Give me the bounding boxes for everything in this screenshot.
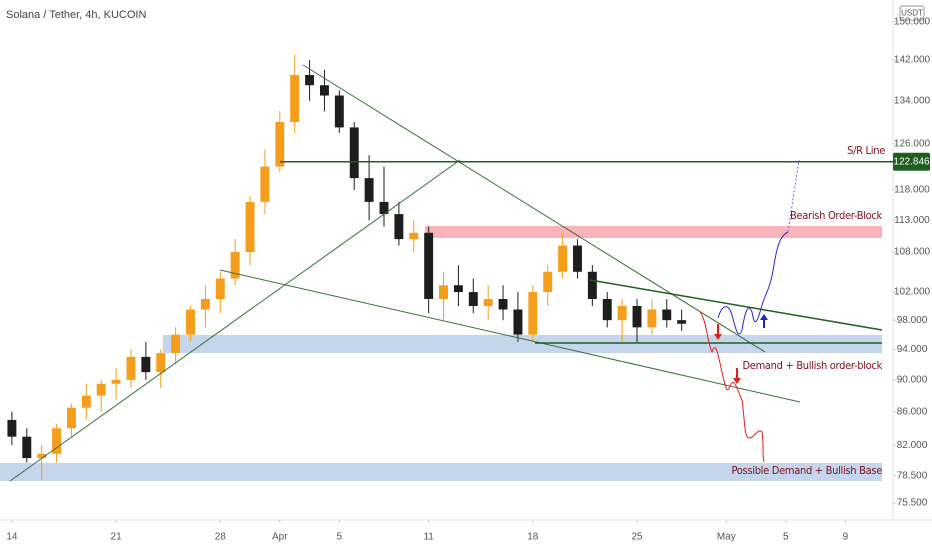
- candle-body: [290, 75, 300, 122]
- candle-body: [379, 201, 389, 215]
- candle-body: [483, 299, 493, 306]
- candle-body: [171, 334, 181, 354]
- x-tick-label: 18: [527, 532, 539, 543]
- y-tick-label: 113.000: [894, 215, 930, 226]
- price-tag: [893, 152, 930, 171]
- x-tick-label: Apr: [272, 532, 288, 543]
- x-tick-label: 9: [843, 532, 849, 543]
- annotation: Possible Demand + Bullish Base: [732, 464, 883, 477]
- candle-body: [558, 245, 568, 272]
- candle-body: [7, 419, 17, 437]
- annotation: Demand + Bullish order-block: [742, 359, 882, 372]
- candle-body: [126, 356, 136, 380]
- bullish-path: [717, 231, 789, 335]
- annotation: S/R Line: [847, 144, 885, 157]
- arrows: [714, 314, 768, 384]
- y-tick-label: 78.500: [897, 470, 928, 481]
- y-tick-label: 142.000: [894, 55, 931, 66]
- y-tick-label: 118.000: [894, 185, 930, 196]
- y-tick-label: 108.000: [894, 247, 931, 258]
- y-tick-label: 126.000: [894, 139, 931, 150]
- bullish-extension: [787, 159, 800, 233]
- trendline: [302, 64, 766, 353]
- y-tick-label: 134.000: [894, 95, 931, 106]
- candle-body: [513, 309, 523, 335]
- x-tick-label: May: [717, 532, 736, 543]
- trendline: [219, 269, 801, 403]
- candle-body: [215, 278, 225, 300]
- candle-body: [498, 299, 508, 310]
- x-tick-label: 14: [6, 532, 18, 543]
- x-tick-label: 5: [337, 532, 343, 543]
- candle-body: [275, 121, 285, 167]
- chart-title: Solana / Tether, 4h, KUCOIN: [6, 9, 146, 21]
- candle-body: [230, 252, 240, 279]
- candle-body: [37, 453, 47, 459]
- candle-body: [186, 309, 195, 335]
- bearish-path: [699, 311, 765, 463]
- candle-body: [632, 305, 642, 328]
- x-tick-label: 28: [215, 532, 227, 543]
- candle-body: [81, 395, 91, 408]
- trendlines: [9, 64, 883, 482]
- currency-box: [899, 5, 925, 21]
- candle-body: [66, 407, 76, 429]
- trendline: [589, 279, 883, 331]
- candle-body: [647, 309, 657, 328]
- candle-body: [111, 379, 121, 384]
- candle-body: [543, 271, 553, 293]
- candles: [7, 55, 687, 481]
- y-tick-label: 94.000: [897, 344, 928, 355]
- demand-zone: [163, 335, 882, 353]
- candle-body: [349, 127, 359, 179]
- candle-body: [453, 285, 463, 293]
- candle-body: [424, 232, 434, 300]
- y-tick-label: 75.500: [897, 498, 928, 509]
- x-tick-label: 11: [423, 532, 434, 543]
- candle-body: [617, 305, 627, 321]
- annotation: Bearish Order-Block: [790, 209, 883, 222]
- y-tick-label: 86.000: [897, 406, 928, 417]
- candle-body: [96, 383, 106, 396]
- y-tick-label: 150.000: [894, 16, 931, 27]
- candle-body: [528, 292, 538, 335]
- currency: USDT: [901, 9, 923, 18]
- candle-body: [602, 299, 612, 321]
- x-tick-label: 25: [631, 532, 643, 543]
- arrow-head: [760, 314, 768, 320]
- candle-body: [319, 85, 329, 96]
- candle-body: [364, 178, 374, 202]
- trendline: [9, 159, 461, 482]
- candle-body: [52, 428, 62, 454]
- candle-body: [439, 285, 448, 300]
- candle-body: [305, 75, 315, 86]
- candle-body: [394, 214, 404, 240]
- candle-body: [662, 309, 672, 321]
- base-zone: [0, 463, 882, 481]
- candle-body: [260, 166, 270, 202]
- arrow-head: [714, 334, 722, 340]
- candle-body: [573, 245, 582, 272]
- bearish-zone: [425, 226, 882, 238]
- candle-body: [587, 271, 597, 300]
- candle-body: [334, 95, 344, 128]
- x-tick-label: 5: [783, 532, 789, 543]
- candle-body: [141, 356, 151, 373]
- x-tick-label: 21: [111, 532, 123, 543]
- y-tick-label: 82.000: [897, 440, 928, 451]
- y-tick-label: 102.000: [894, 287, 931, 298]
- y-tick-label: 98.000: [897, 315, 928, 326]
- y-tick-label: 90.000: [897, 375, 928, 386]
- candle-body: [468, 292, 478, 306]
- candle-body: [22, 436, 32, 459]
- candle-body: [409, 232, 419, 240]
- candle-body: [677, 320, 687, 324]
- price-tag-label: 122.846: [893, 156, 930, 167]
- candle-body: [245, 201, 255, 253]
- candle-body: [156, 353, 166, 373]
- arrow-head: [733, 378, 741, 384]
- candle-body: [200, 299, 210, 310]
